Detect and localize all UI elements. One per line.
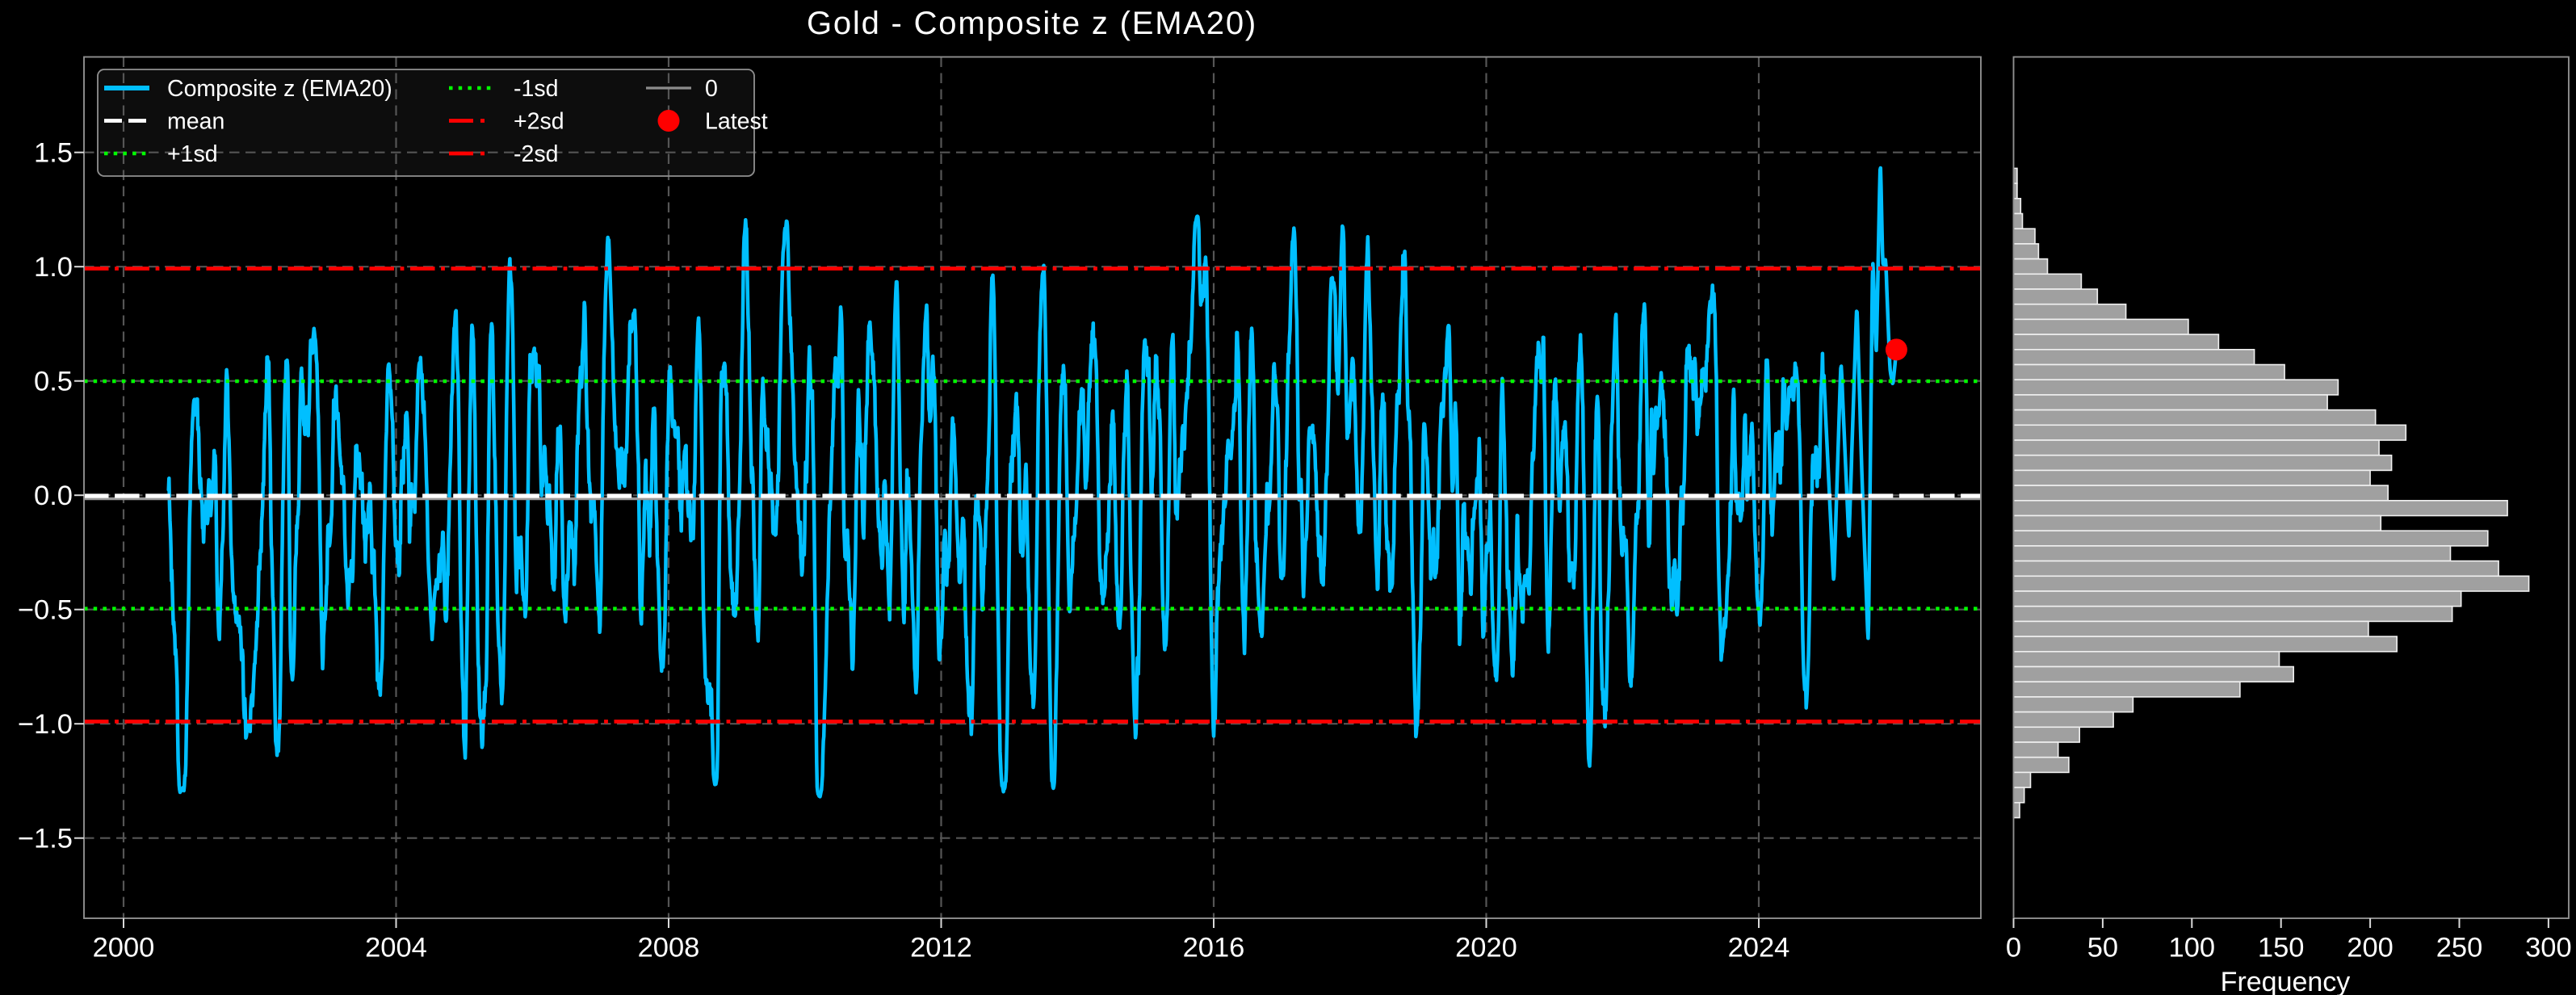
svg-text:2008: 2008 xyxy=(638,933,700,964)
svg-text:300: 300 xyxy=(2525,933,2572,964)
svg-text:0.0: 0.0 xyxy=(34,481,73,511)
svg-text:2024: 2024 xyxy=(1728,933,1790,964)
svg-text:Latest: Latest xyxy=(705,109,768,135)
svg-text:−1.0: −1.0 xyxy=(18,709,73,740)
svg-text:+1sd: +1sd xyxy=(167,141,218,167)
svg-text:+2sd: +2sd xyxy=(514,109,564,135)
svg-text:-1sd: -1sd xyxy=(514,76,558,102)
svg-text:1.5: 1.5 xyxy=(34,138,73,169)
svg-text:-2sd: -2sd xyxy=(514,141,558,167)
svg-text:2020: 2020 xyxy=(1455,933,1517,964)
svg-text:200: 200 xyxy=(2347,933,2393,964)
svg-text:250: 250 xyxy=(2436,933,2483,964)
svg-text:0.5: 0.5 xyxy=(34,367,73,397)
svg-text:mean: mean xyxy=(167,109,224,135)
svg-text:0: 0 xyxy=(705,76,718,102)
svg-text:1.0: 1.0 xyxy=(34,252,73,283)
svg-text:−1.5: −1.5 xyxy=(18,824,73,854)
svg-text:Frequency: Frequency xyxy=(2221,967,2351,995)
svg-text:2004: 2004 xyxy=(365,933,427,964)
svg-text:100: 100 xyxy=(2169,933,2216,964)
svg-text:2012: 2012 xyxy=(910,933,972,964)
svg-text:Composite z (EMA20): Composite z (EMA20) xyxy=(167,76,392,102)
svg-text:150: 150 xyxy=(2258,933,2305,964)
svg-text:50: 50 xyxy=(2087,933,2118,964)
svg-text:0: 0 xyxy=(2006,933,2021,964)
svg-text:Gold - Composite z (EMA20): Gold - Composite z (EMA20) xyxy=(807,6,1257,41)
svg-text:2000: 2000 xyxy=(93,933,155,964)
svg-text:−0.5: −0.5 xyxy=(18,595,73,626)
svg-text:2016: 2016 xyxy=(1183,933,1245,964)
